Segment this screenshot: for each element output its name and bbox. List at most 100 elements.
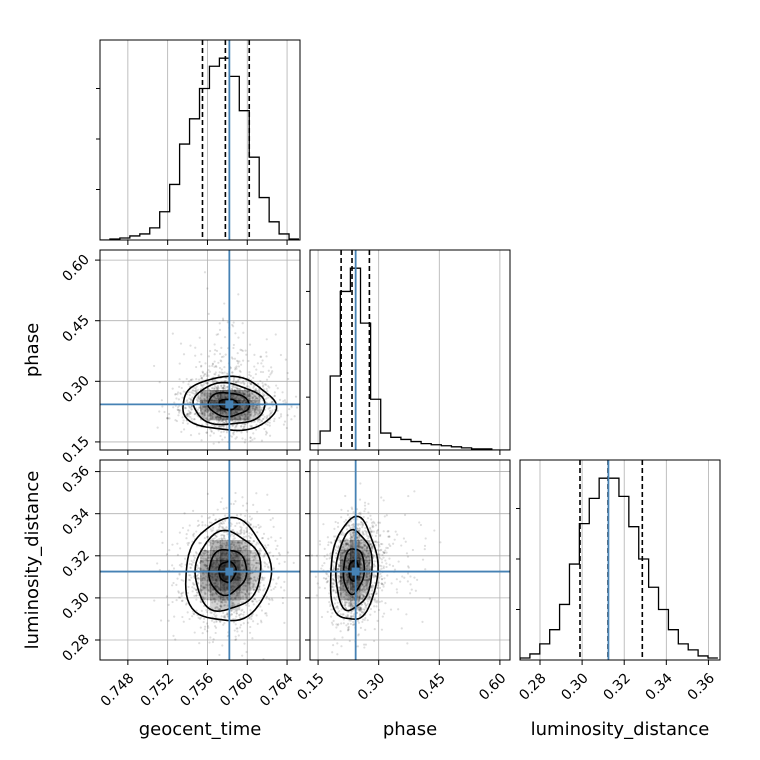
sample-point [205, 422, 208, 425]
sample-point [224, 546, 228, 550]
sample-point [338, 558, 341, 561]
sample-point [232, 380, 235, 383]
sample-point [222, 615, 225, 618]
sample-point [225, 420, 228, 423]
sample-point [337, 607, 340, 610]
sample-point [239, 387, 242, 391]
density-phase-luminosity_distance [310, 460, 510, 660]
sample-point [324, 577, 327, 581]
sample-point [207, 626, 210, 629]
sample-point [239, 391, 242, 394]
sample-point [268, 421, 271, 424]
sample-point [336, 568, 339, 571]
sample-point [201, 400, 204, 404]
sample-point [204, 408, 207, 411]
sample-point [239, 396, 243, 399]
sample-point [215, 385, 218, 389]
sample-point [177, 408, 181, 412]
sample-point [362, 587, 365, 590]
sample-point [352, 623, 355, 626]
sample-point [220, 386, 223, 389]
sample-point [240, 381, 243, 385]
sample-point [221, 644, 224, 647]
sample-point [347, 558, 350, 562]
sample-point [211, 415, 214, 419]
sample-point [439, 541, 442, 544]
sample-point [212, 513, 215, 517]
sample-point [202, 414, 205, 417]
sample-point [339, 592, 343, 595]
sample-point [203, 401, 207, 404]
sample-point [365, 561, 368, 564]
sample-point [252, 589, 255, 592]
sample-point [383, 551, 386, 554]
sample-point [268, 409, 272, 412]
sample-point [235, 609, 239, 612]
sample-point [339, 593, 343, 596]
sample-point [194, 389, 197, 392]
sample-point [200, 589, 203, 592]
sample-point [215, 333, 218, 336]
sample-point [256, 420, 260, 423]
sample-point [259, 525, 262, 528]
sample-point [260, 420, 264, 423]
sample-point [253, 409, 256, 413]
sample-point [366, 584, 369, 587]
sample-point [203, 549, 206, 552]
sample-point [204, 524, 207, 527]
sample-point [255, 368, 258, 371]
contour-line [192, 381, 266, 426]
sample-point [374, 600, 377, 603]
sample-point [257, 542, 260, 545]
sample-point [207, 312, 210, 315]
sample-point [252, 597, 255, 600]
sample-point [233, 389, 237, 392]
sample-point [345, 565, 349, 568]
sample-point [211, 363, 214, 366]
sample-point [201, 632, 204, 635]
sample-point [363, 602, 367, 605]
sample-point [218, 608, 221, 611]
sample-point [238, 546, 241, 549]
sample-point [242, 613, 245, 616]
sample-point [349, 520, 353, 523]
sample-point [233, 368, 237, 371]
sample-point [247, 522, 251, 525]
sample-point [345, 543, 348, 546]
sample-point [248, 532, 251, 535]
sample-point [362, 595, 365, 598]
sample-point [231, 371, 234, 374]
sample-point [380, 600, 383, 603]
sample-point [225, 386, 228, 389]
sample-point [357, 546, 361, 549]
sample-point [421, 558, 425, 561]
sample-point [241, 601, 245, 604]
sample-point [233, 547, 237, 550]
sample-point [337, 574, 340, 577]
sample-point [251, 396, 254, 399]
sample-point [267, 407, 270, 410]
sample-point [202, 383, 205, 386]
sample-point [344, 494, 347, 498]
sample-point [201, 370, 204, 373]
sample-point [220, 368, 223, 371]
contour-line [329, 515, 379, 621]
sample-point [409, 583, 412, 586]
sample-point [242, 380, 245, 383]
sample-point [368, 572, 371, 575]
sample-point [220, 545, 224, 548]
sample-point [252, 584, 255, 587]
sample-point [173, 615, 176, 618]
sample-point [176, 408, 179, 411]
sample-point [161, 541, 164, 544]
sample-point [248, 631, 252, 634]
sample-point [338, 575, 341, 578]
sample-point [188, 574, 191, 577]
sample-point [244, 545, 247, 548]
sample-point [209, 590, 212, 593]
sample-point [345, 624, 348, 627]
sample-point [240, 349, 243, 352]
sample-point [232, 592, 236, 595]
sample-point [367, 578, 371, 581]
sample-point [255, 406, 258, 409]
